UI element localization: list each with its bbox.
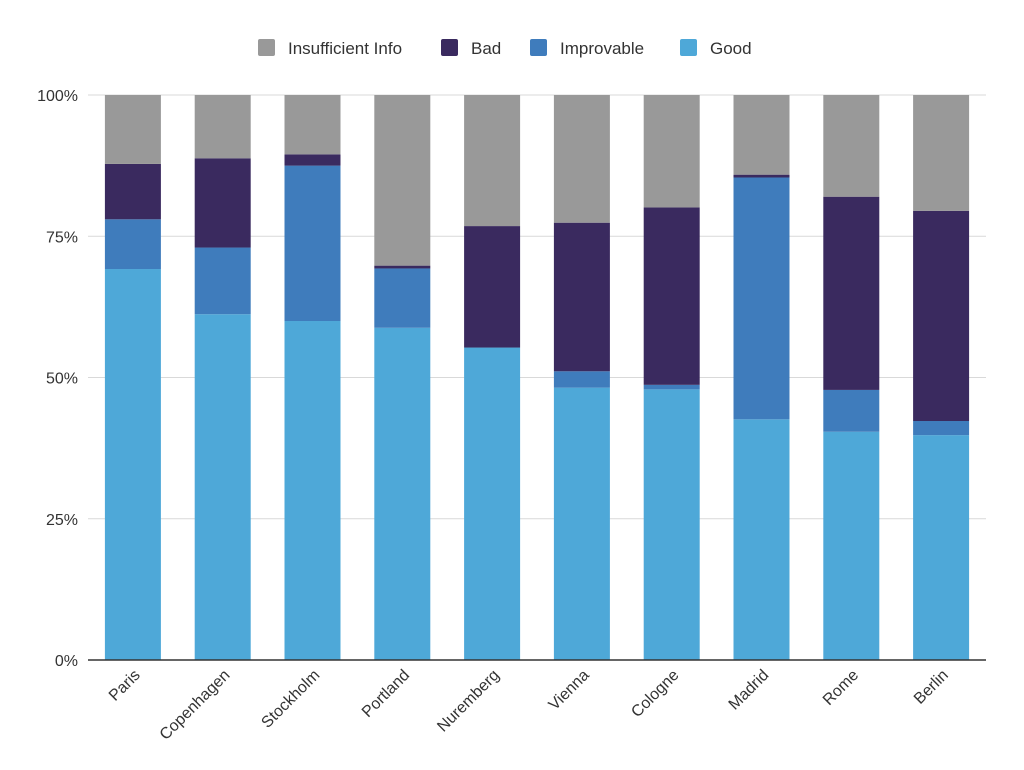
bar-copenhagen-insufficient-info xyxy=(194,95,251,159)
bar-portland-improvable xyxy=(374,268,431,328)
bar-berlin-improvable xyxy=(913,421,970,436)
bar-cologne-improvable xyxy=(643,384,700,390)
bar-portland-good xyxy=(374,327,431,660)
x-tick-label-rome: Rome xyxy=(820,667,862,709)
bar-rome-improvable xyxy=(823,389,880,432)
x-tick-label-stockholm: Stockholm xyxy=(258,667,323,732)
bar-nuremberg-bad xyxy=(464,226,521,348)
legend-label-good: Good xyxy=(710,39,752,58)
bar-berlin-insufficient-info xyxy=(913,95,970,211)
bar-rome-bad xyxy=(823,196,880,390)
y-tick-label-25: 25% xyxy=(46,512,78,529)
bar-vienna-good xyxy=(553,387,610,660)
y-tick-label-50: 50% xyxy=(46,371,78,388)
y-tick-label-0: 0% xyxy=(55,653,78,670)
bar-portland-insufficient-info xyxy=(374,95,431,266)
x-tick-label-cologne: Cologne xyxy=(628,667,682,721)
bar-paris-bad xyxy=(104,163,161,220)
x-tick-label-nuremberg: Nuremberg xyxy=(434,667,503,736)
x-tick-label-portland: Portland xyxy=(359,667,413,721)
bar-vienna-bad xyxy=(553,222,610,372)
legend-swatch-bad xyxy=(441,39,458,56)
legend-swatch-insufficient-info xyxy=(258,39,275,56)
legend-swatch-improvable xyxy=(530,39,547,56)
legend: Insufficient Info Bad Improvable Good xyxy=(258,39,752,58)
x-tick-label-madrid: Madrid xyxy=(726,667,773,714)
bar-madrid-insufficient-info xyxy=(733,95,790,175)
bar-berlin-good xyxy=(913,435,970,660)
y-tick-label-100: 100% xyxy=(37,88,78,105)
bar-rome-insufficient-info xyxy=(823,95,880,197)
bar-stockholm-insufficient-info xyxy=(284,95,341,155)
legend-label-bad: Bad xyxy=(471,39,501,58)
bar-cologne-bad xyxy=(643,207,700,385)
bar-paris-insufficient-info xyxy=(104,95,161,164)
bar-stockholm-bad xyxy=(284,154,341,166)
bars xyxy=(104,95,970,660)
x-tick-label-copenhagen: Copenhagen xyxy=(157,667,234,744)
bar-paris-improvable xyxy=(104,219,161,270)
bar-madrid-improvable xyxy=(733,177,790,420)
bar-cologne-good xyxy=(643,389,700,660)
legend-label-improvable: Improvable xyxy=(560,39,644,58)
bar-vienna-improvable xyxy=(553,371,610,388)
y-tick-label-75: 75% xyxy=(46,229,78,246)
x-tick-label-paris: Paris xyxy=(106,667,144,705)
bar-copenhagen-improvable xyxy=(194,247,251,315)
bar-copenhagen-bad xyxy=(194,158,251,248)
bar-madrid-bad xyxy=(733,174,790,178)
x-tick-label-berlin: Berlin xyxy=(911,667,952,708)
bar-cologne-insufficient-info xyxy=(643,95,700,208)
x-tick-label-vienna: Vienna xyxy=(546,667,593,714)
bar-paris-good xyxy=(104,269,161,660)
bar-rome-good xyxy=(823,431,880,660)
bar-stockholm-improvable xyxy=(284,165,341,321)
bar-madrid-good xyxy=(733,419,790,660)
legend-swatch-good xyxy=(680,39,697,56)
legend-label-insufficient-info: Insufficient Info xyxy=(288,39,402,58)
bar-berlin-bad xyxy=(913,210,970,422)
bar-stockholm-good xyxy=(284,321,341,660)
bar-nuremberg-insufficient-info xyxy=(464,95,521,227)
bar-copenhagen-good xyxy=(194,314,251,660)
bar-portland-bad xyxy=(374,265,431,269)
bar-vienna-insufficient-info xyxy=(553,95,610,223)
bar-nuremberg-good xyxy=(464,347,521,660)
